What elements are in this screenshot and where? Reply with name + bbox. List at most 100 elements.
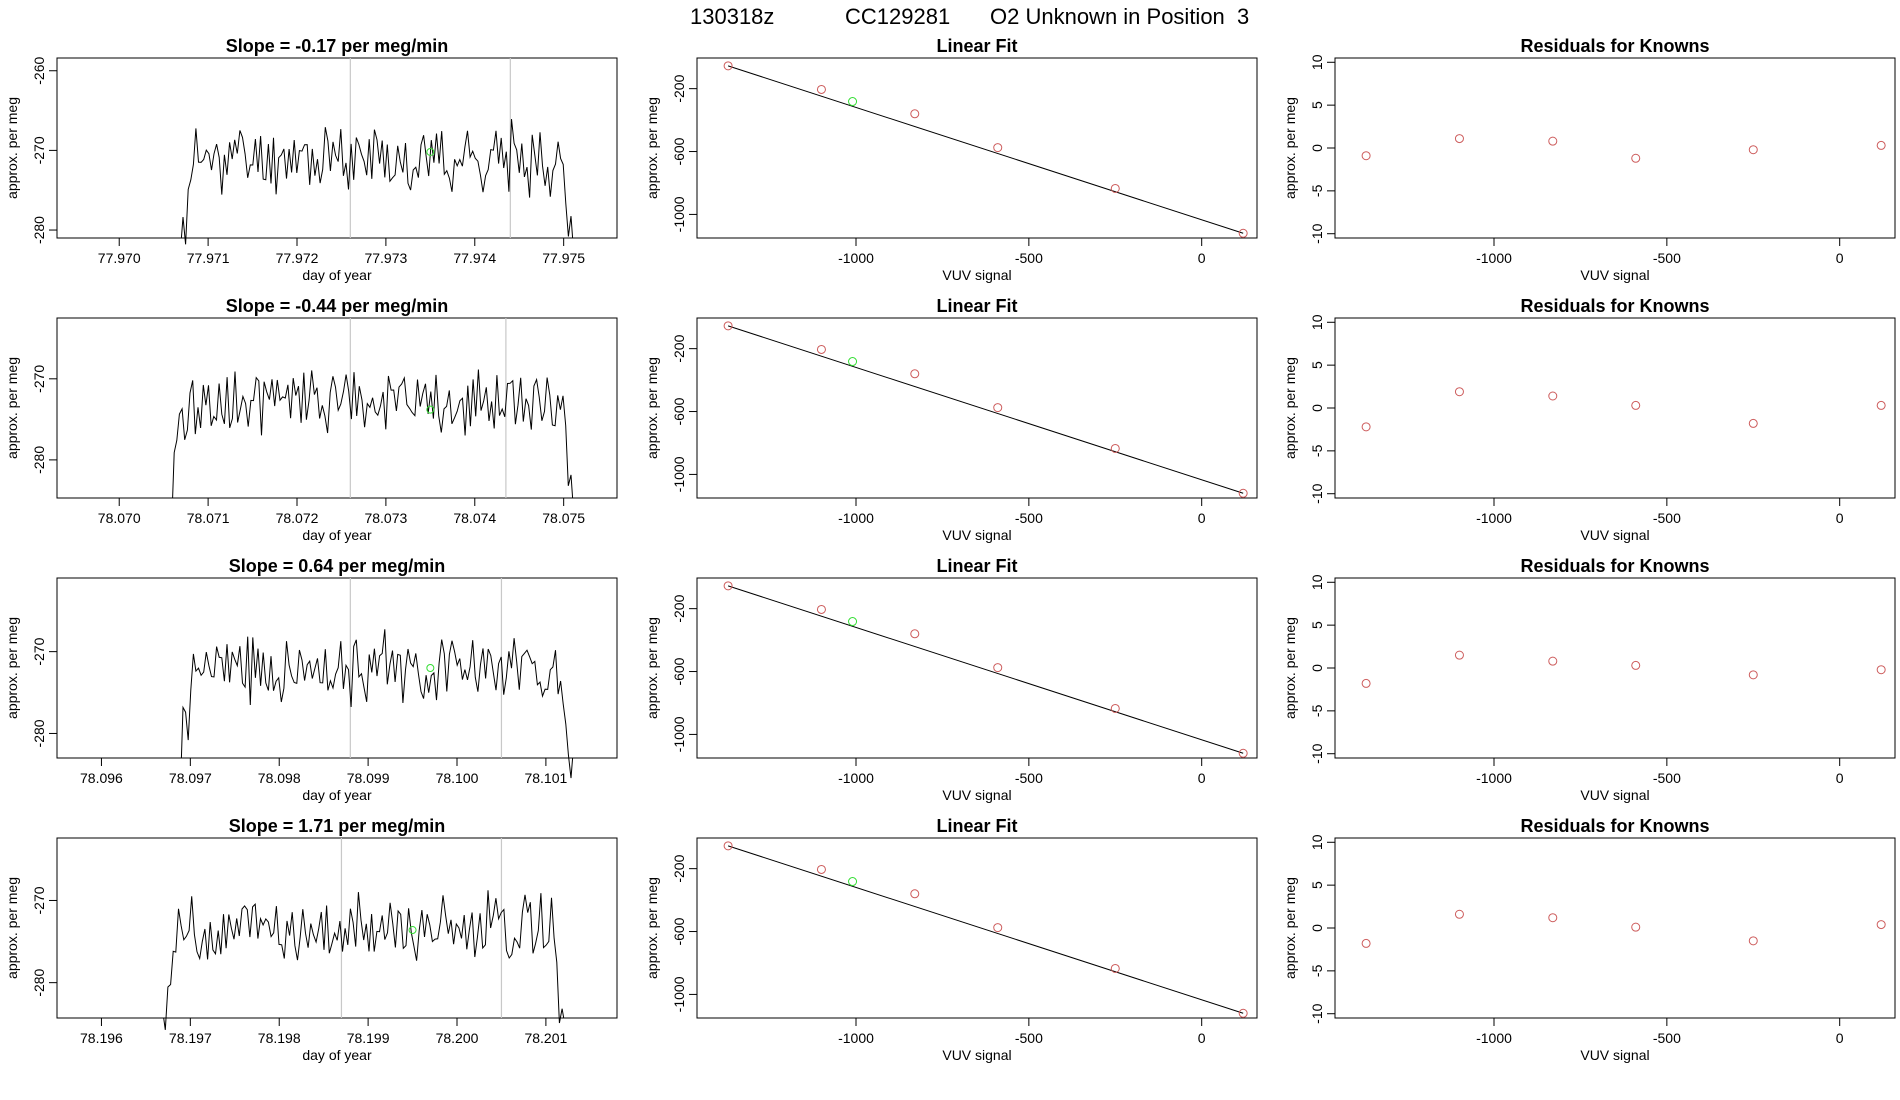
known-point <box>910 109 920 119</box>
y-tick-label: -1000 <box>671 716 687 752</box>
plot-title: Residuals for Knowns <box>1520 556 1709 576</box>
known-point <box>723 61 733 71</box>
plot-frame <box>696 577 1258 759</box>
panel-residuals-row-1: Residuals for Knowns -1000 -500 0 VUV signal… <box>1282 36 1896 283</box>
y-axis-label: approx. per meg <box>1282 617 1298 719</box>
plot-title: Linear Fit <box>936 296 1017 316</box>
x-axis-label: VUV signal <box>1580 1047 1649 1063</box>
residual-point <box>1748 670 1758 680</box>
x-tick-label: 78.072 <box>276 510 319 526</box>
trace-line <box>57 890 565 1030</box>
plot-frame <box>1334 837 1896 1019</box>
x-axis-label: VUV signal <box>942 267 1011 283</box>
x-tick-label: 0 <box>1198 510 1206 526</box>
x-axis-label: VUV signal <box>942 787 1011 803</box>
x-tick-label: 78.201 <box>524 1030 567 1046</box>
x-tick-label: -1000 <box>838 1030 874 1046</box>
y-tick-label: -5 <box>1309 184 1325 197</box>
x-tick-label: 0 <box>1836 510 1844 526</box>
known-point <box>1110 703 1120 713</box>
x-axis-label: day of year <box>302 1047 372 1063</box>
y-tick-label: -200 <box>671 594 687 622</box>
title-date-code: 130318z <box>690 4 775 29</box>
plot-title: Slope = -0.17 per meg/min <box>226 36 449 56</box>
x-tick-label: -1000 <box>1476 250 1512 266</box>
x-tick-label: -500 <box>1653 250 1681 266</box>
panel-fit-row-3: Linear Fit -1000 -500 0 VUV signal -200 -600 -1… <box>644 556 1258 803</box>
y-tick-label: -600 <box>671 917 687 945</box>
x-axis-label: VUV signal <box>942 1047 1011 1063</box>
y-tick-label: -600 <box>671 137 687 165</box>
y-tick-label: -10 <box>1309 1003 1325 1023</box>
x-tick-label: -500 <box>1015 770 1043 786</box>
x-tick-label: 78.073 <box>364 510 407 526</box>
x-axis-label: day of year <box>302 267 372 283</box>
x-tick-label: 0 <box>1836 1030 1844 1046</box>
y-tick-label: -260 <box>31 57 47 85</box>
y-tick-label: 10 <box>1309 54 1325 70</box>
y-tick-label: -270 <box>31 136 47 164</box>
y-tick-label: -200 <box>671 74 687 102</box>
y-tick-label: 10 <box>1309 574 1325 590</box>
x-tick-label: -500 <box>1653 770 1681 786</box>
x-tick-label: 0 <box>1836 770 1844 786</box>
x-tick-label: -500 <box>1015 510 1043 526</box>
residual-point <box>1454 650 1464 660</box>
residual-point <box>1876 400 1886 410</box>
residual-point <box>1361 938 1371 948</box>
y-tick-label: 0 <box>1309 664 1325 672</box>
panel-timeseries-row-1: Slope = -0.17 per meg/min 77.970 77.971 77.… <box>4 36 618 283</box>
fit-line <box>727 325 1244 494</box>
y-tick-label: -600 <box>671 397 687 425</box>
panel-fit-row-1: Linear Fit -1000 -500 0 VUV signal -200 -600 -1… <box>644 36 1258 283</box>
y-axis-label: approx. per meg <box>1282 357 1298 459</box>
residual-point <box>1454 387 1464 397</box>
residual-point <box>1748 936 1758 946</box>
x-axis-label: day of year <box>302 527 372 543</box>
y-axis-label: approx. per meg <box>644 97 660 199</box>
y-tick-label: -5 <box>1309 964 1325 977</box>
residual-point <box>1631 400 1641 410</box>
y-tick-label: 5 <box>1309 621 1325 629</box>
plot-frame <box>696 317 1258 499</box>
x-tick-label: 77.970 <box>98 250 141 266</box>
residual-point <box>1876 665 1886 675</box>
x-tick-label: 78.198 <box>258 1030 301 1046</box>
plot-title: Slope = 0.64 per meg/min <box>229 556 446 576</box>
known-point <box>993 143 1003 153</box>
x-tick-label: 77.971 <box>187 250 230 266</box>
residual-point <box>1631 922 1641 932</box>
x-tick-label: 0 <box>1198 770 1206 786</box>
x-tick-label: 0 <box>1198 1030 1206 1046</box>
x-tick-label: 78.098 <box>258 770 301 786</box>
x-tick-label: 77.974 <box>453 250 496 266</box>
x-tick-label: 78.100 <box>436 770 479 786</box>
y-tick-label: 0 <box>1309 924 1325 932</box>
trace-line <box>57 369 574 499</box>
panel-timeseries-row-4: Slope = 1.71 per meg/min 78.196 78.197 78.1… <box>4 816 618 1063</box>
y-tick-label: -5 <box>1309 444 1325 457</box>
x-tick-label: 0 <box>1198 250 1206 266</box>
panel-residuals-row-4: Residuals for Knowns -1000 -500 0 VUV signal… <box>1282 816 1896 1063</box>
x-tick-label: 78.075 <box>542 510 585 526</box>
unknown-point <box>408 926 417 935</box>
residual-point <box>1361 422 1371 432</box>
x-axis-label: VUV signal <box>1580 527 1649 543</box>
x-tick-label: 0 <box>1836 250 1844 266</box>
known-point <box>1238 228 1248 238</box>
plot-title: Slope = 1.71 per meg/min <box>229 816 446 836</box>
y-axis-label: approx. per meg <box>644 877 660 979</box>
panel-timeseries-row-3: Slope = 0.64 per meg/min 78.096 78.097 78.0… <box>4 556 618 803</box>
y-tick-label: 5 <box>1309 361 1325 369</box>
known-point <box>910 889 920 899</box>
y-axis-label: approx. per meg <box>1282 97 1298 199</box>
panel-residuals-row-3: Residuals for Knowns -1000 -500 0 VUV signal… <box>1282 556 1896 803</box>
y-tick-label: -600 <box>671 657 687 685</box>
plot-frame <box>56 837 618 1019</box>
y-tick-label: -1000 <box>671 976 687 1012</box>
x-tick-label: 78.197 <box>169 1030 212 1046</box>
x-tick-label: 78.071 <box>187 510 230 526</box>
known-point <box>816 344 826 354</box>
title-description: O2 Unknown in Position 3 <box>990 4 1250 29</box>
plot-frame <box>696 57 1258 239</box>
